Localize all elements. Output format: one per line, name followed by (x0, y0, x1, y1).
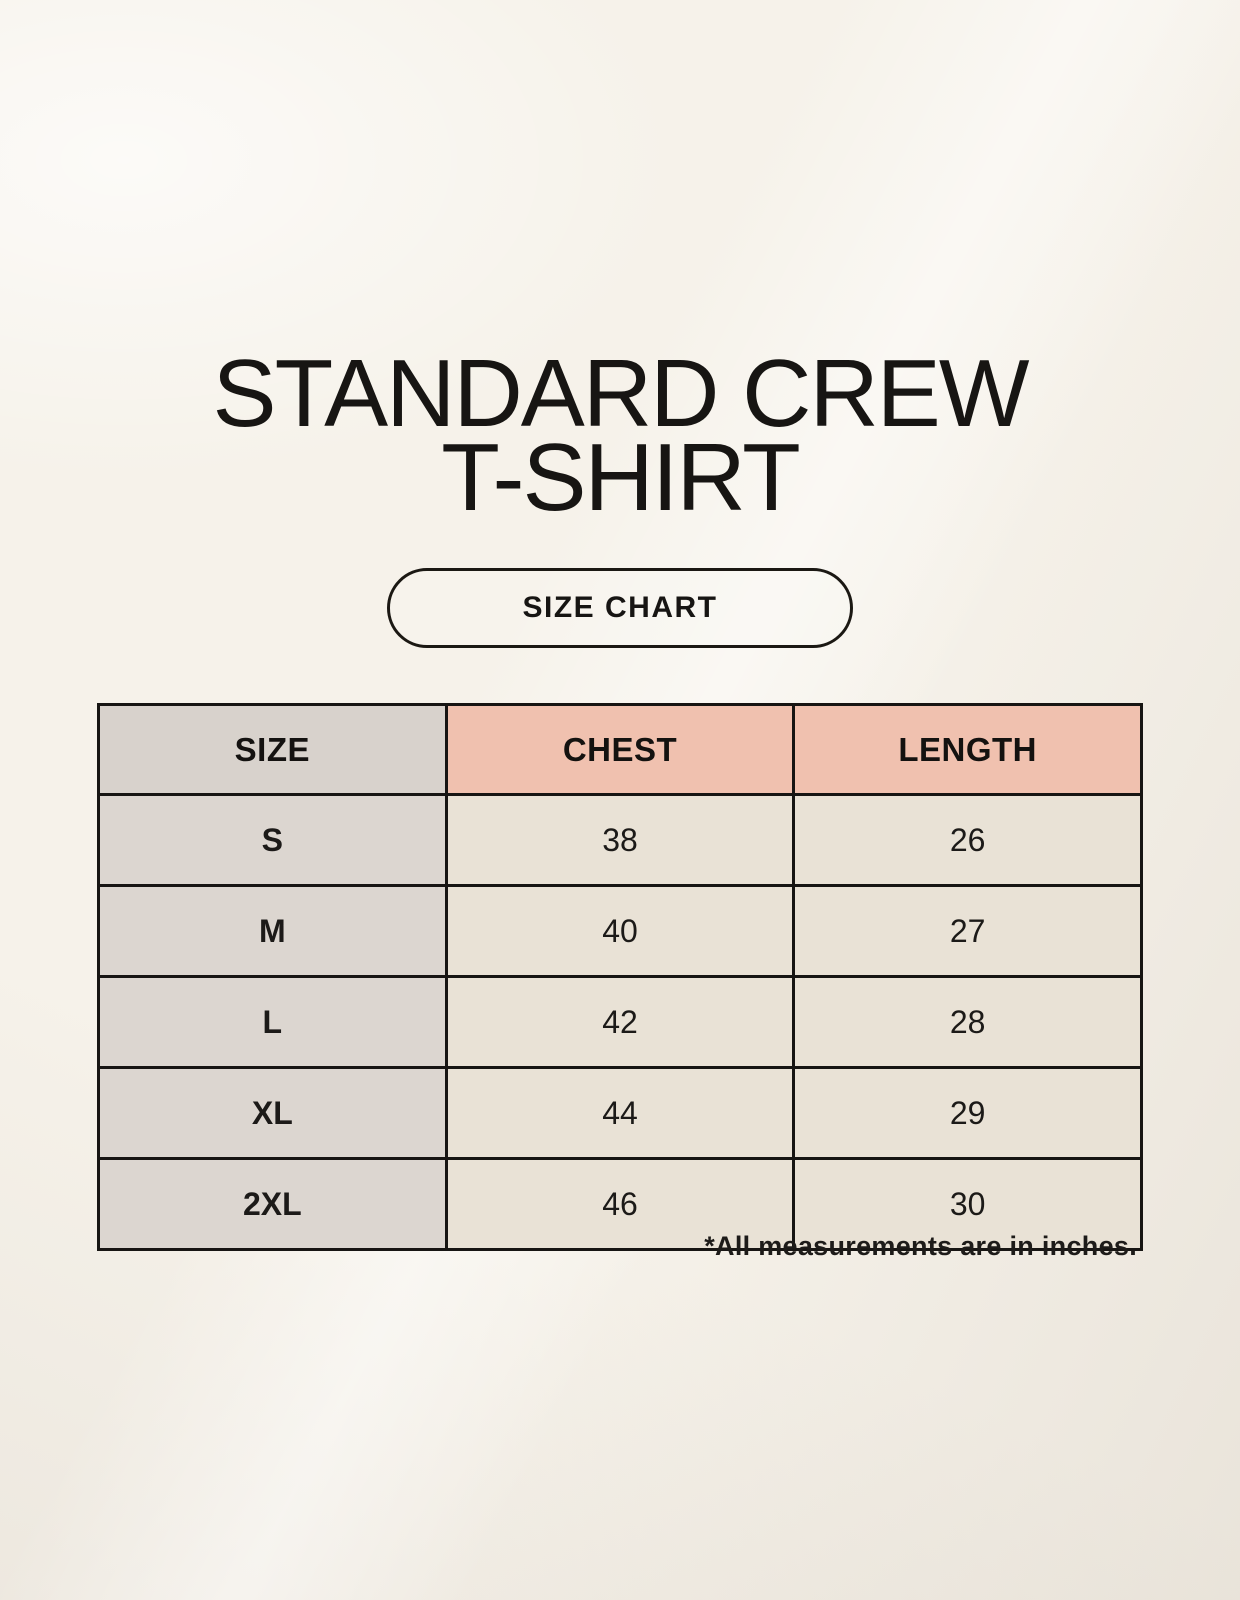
size-cell: 2XL (97, 1157, 448, 1251)
chest-cell: 42 (444, 975, 796, 1069)
column-header-size: SIZE (97, 703, 448, 796)
chest-cell: 46 (444, 1157, 796, 1251)
size-chart-button-label: SIZE CHART (522, 591, 718, 624)
size-chart-button[interactable]: SIZE CHART (387, 568, 853, 648)
column-header-chest: CHEST (444, 703, 796, 796)
table-row: S 38 26 (97, 793, 1143, 887)
size-cell: M (97, 884, 448, 978)
product-title-line2: T-SHIRT (441, 424, 801, 531)
size-cell: L (97, 975, 448, 1069)
length-cell: 29 (792, 1066, 1143, 1160)
length-cell: 30 (792, 1157, 1143, 1251)
table-row: L 42 28 (97, 975, 1143, 1069)
product-title-line1: STANDARD CREW (212, 340, 1030, 447)
chest-cell: 38 (444, 793, 796, 887)
size-chart-table: SIZE CHEST LENGTH S 38 26 M 40 27 L 42 28 XL 44 29 2… (97, 703, 1143, 1251)
length-cell: 27 (792, 884, 1143, 978)
size-cell: XL (97, 1066, 448, 1160)
length-cell: 26 (792, 793, 1143, 887)
chest-cell: 40 (444, 884, 796, 978)
product-title: STANDARD CREW T-SHIRT (0, 340, 1240, 531)
chest-cell: 44 (444, 1066, 796, 1160)
measurements-footnote: *All measurements are in inches. (704, 1231, 1137, 1261)
column-header-length: LENGTH (792, 703, 1143, 796)
table-header-row: SIZE CHEST LENGTH (97, 703, 1143, 796)
table-row: XL 44 29 (97, 1066, 1143, 1160)
table-row: 2XL 46 30 (97, 1157, 1143, 1251)
length-cell: 28 (792, 975, 1143, 1069)
size-cell: S (97, 793, 448, 887)
table-row: M 40 27 (97, 884, 1143, 978)
